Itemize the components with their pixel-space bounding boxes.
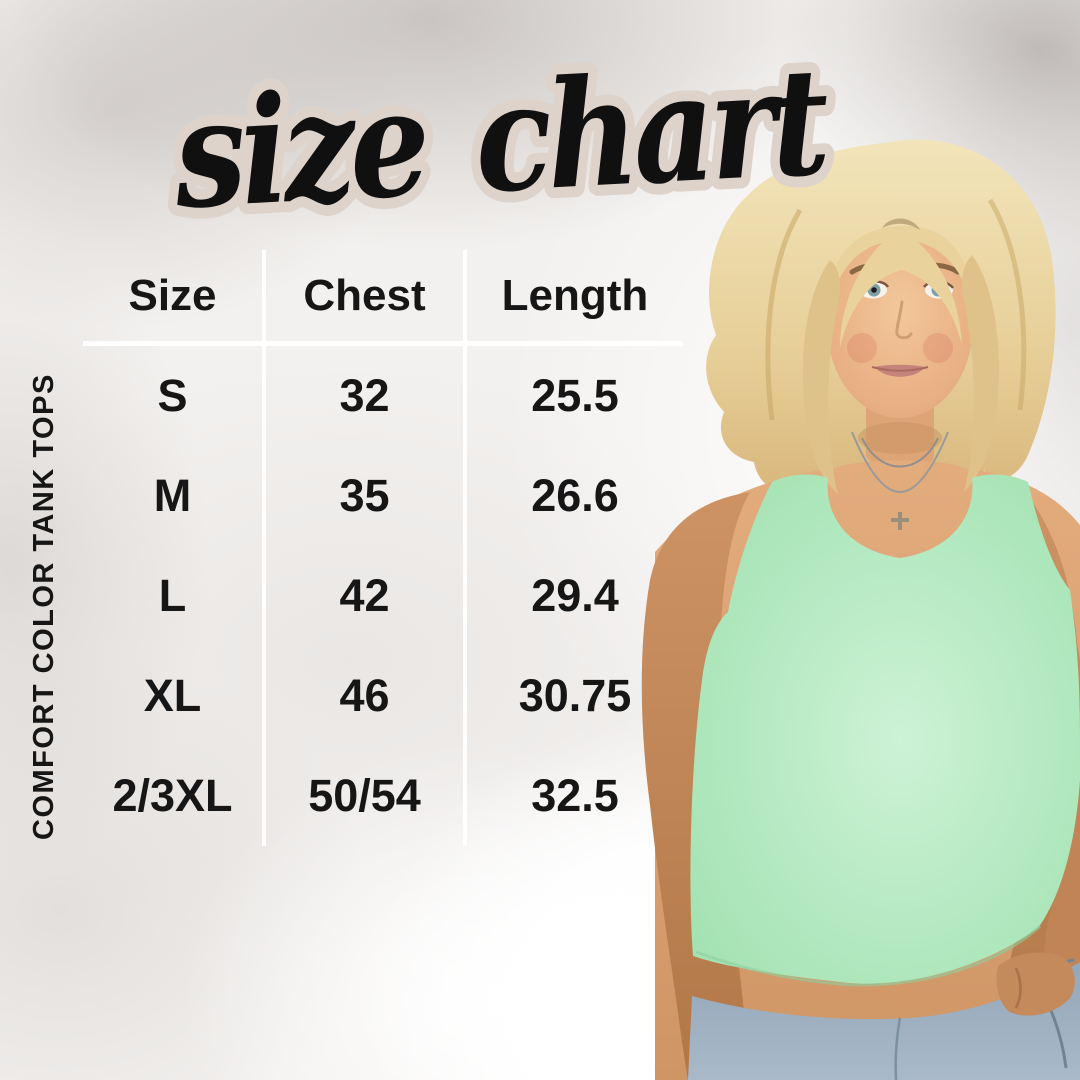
- table-row-size: 2/3XL: [83, 746, 266, 846]
- table-row-length: 25.5: [531, 370, 619, 421]
- nose: [895, 300, 913, 340]
- table-row-length: 32.5: [531, 770, 619, 821]
- table-row-size: M: [83, 446, 266, 546]
- title-script: size chart: [158, 23, 843, 253]
- col-header-size: Size: [83, 250, 266, 346]
- col-header-length: Length: [467, 250, 683, 346]
- tank-hem-shadow: [695, 924, 1042, 987]
- necklace: [851, 431, 949, 530]
- jeans-fly-seam: [894, 1017, 902, 1080]
- side-label: COMFORT COLOR TANK TOPS: [28, 373, 60, 840]
- page-title: size chart: [169, 34, 832, 242]
- model-photo: [641, 139, 1080, 1080]
- model-hair-front: [802, 218, 999, 494]
- table-row-size: L: [83, 546, 266, 646]
- table-row-length: 30.75: [518, 670, 632, 721]
- size-table: Size Chest Length S 32 25.5 M 35 26.6 L …: [83, 250, 683, 846]
- table-row-size: S: [83, 346, 266, 446]
- table-row-chest: 32: [266, 346, 467, 446]
- cross-pendant: [891, 512, 909, 530]
- model-hand: [996, 952, 1075, 1016]
- table-row-chest: 46: [266, 646, 467, 746]
- table-row-chest: 42: [266, 546, 467, 646]
- table-row-length: 29.4: [531, 570, 619, 621]
- table-row-length: 26.6: [531, 470, 619, 521]
- table-row-chest: 50/54: [266, 746, 467, 846]
- col-header-chest: Chest: [266, 250, 467, 346]
- tank-top: [690, 474, 1080, 987]
- table-row-chest: 35: [266, 446, 467, 546]
- table-row-size: XL: [83, 646, 266, 746]
